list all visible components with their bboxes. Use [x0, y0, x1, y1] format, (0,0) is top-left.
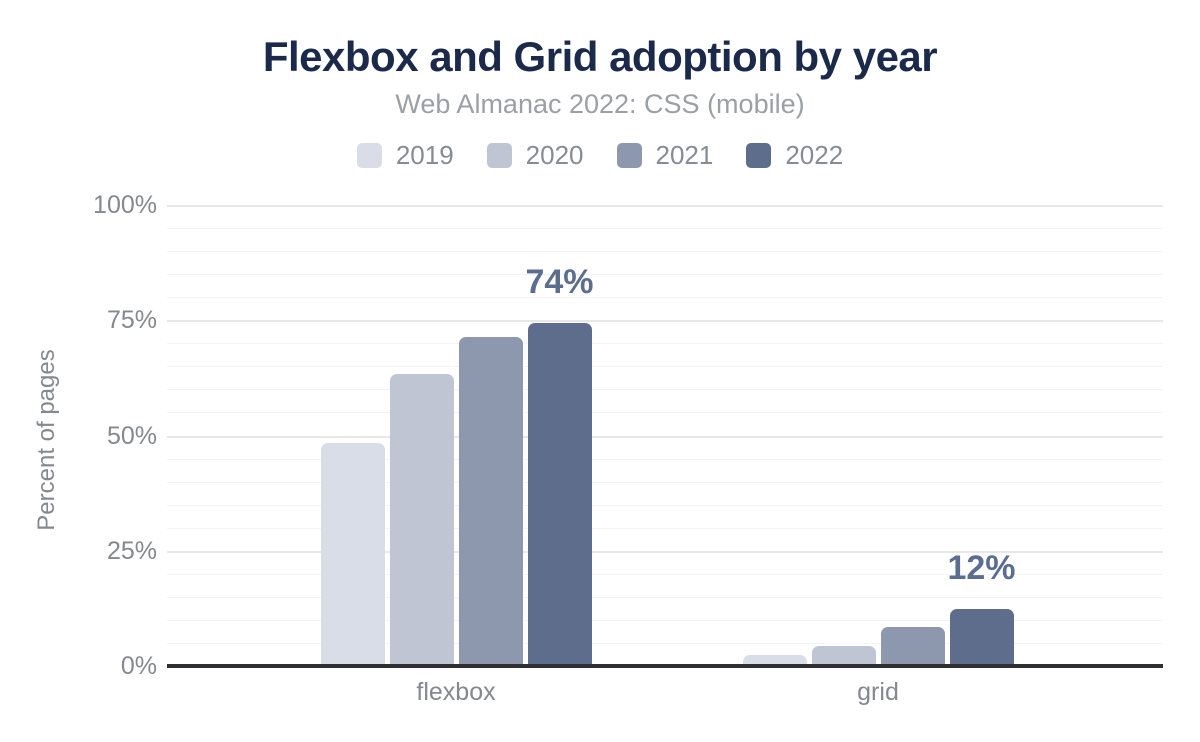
y-tick-50%: 50% — [106, 421, 157, 450]
y-tick-100%: 100% — [93, 191, 157, 219]
gridline-minor-70 — [167, 343, 1163, 345]
gridline-minor-30 — [167, 527, 1163, 529]
legend-label: 2022 — [785, 140, 844, 170]
plot-area: flexbox grid 74% 12% — [167, 205, 1163, 706]
bar-grid-2019[interactable] — [742, 654, 807, 664]
gridline-major-50 — [167, 435, 1163, 438]
gridline-minor-85 — [167, 274, 1163, 276]
gridline-major-75 — [167, 320, 1163, 323]
bar-flexbox-2021[interactable] — [458, 336, 523, 664]
data-label-flexbox-2022: 74% — [525, 262, 594, 301]
bar-flexbox-2022[interactable] — [527, 322, 592, 664]
legend-label: 2019 — [395, 140, 454, 170]
x-label-grid: grid — [857, 678, 899, 706]
legend-swatch-2022 — [746, 143, 772, 168]
gridline-minor-55 — [167, 412, 1163, 414]
x-axis-line — [167, 664, 1163, 668]
gridline-major-25 — [167, 550, 1163, 553]
gridline-minor-5 — [167, 642, 1163, 644]
legend-item-2021[interactable]: 2021 — [616, 140, 714, 171]
legend-item-2022[interactable]: 2022 — [746, 140, 843, 171]
bar-grid-2021[interactable] — [880, 627, 945, 664]
bar-flexbox-2019[interactable] — [320, 442, 385, 664]
legend-swatch-2020 — [486, 143, 512, 168]
bar-flexbox-2020[interactable] — [389, 373, 454, 664]
legend-label: 2020 — [525, 140, 584, 170]
x-label-flexbox: flexbox — [416, 678, 496, 706]
gridline-minor-40 — [167, 481, 1163, 483]
bar-grid-2022[interactable] — [949, 608, 1014, 664]
gridline-minor-20 — [167, 573, 1163, 575]
legend-item-2020[interactable]: 2020 — [486, 140, 584, 171]
gridline-major-100 — [167, 205, 1163, 207]
legend-swatch-2021 — [616, 143, 642, 168]
data-label-grid-2022: 12% — [947, 548, 1016, 587]
gridline-minor-10 — [167, 619, 1163, 621]
y-tick-0%: 0% — [120, 652, 157, 680]
gridline-minor-80 — [167, 297, 1163, 299]
chart-title: Flexbox and Grid adoption by year — [262, 33, 938, 80]
y-tick-75%: 75% — [106, 306, 157, 335]
gridline-minor-35 — [167, 504, 1163, 506]
legend-swatch-2019 — [356, 143, 382, 168]
chart-subtitle: Web Almanac 2022: CSS (mobile) — [395, 89, 805, 119]
gridline-minor-95 — [167, 228, 1163, 230]
gridline-minor-60 — [167, 389, 1163, 391]
legend-item-2019[interactable]: 2019 — [356, 140, 454, 171]
bar-group-flexbox — [320, 205, 592, 664]
y-tick-25%: 25% — [106, 536, 157, 565]
gridline-minor-65 — [167, 366, 1163, 368]
legend: 2019 2020 2021 2022 — [0, 140, 1200, 171]
gridline-minor-45 — [167, 458, 1163, 460]
gridline-minor-90 — [167, 251, 1163, 253]
legend-label: 2021 — [655, 140, 714, 170]
bar-group-grid — [742, 205, 1014, 664]
bar-grid-2020[interactable] — [811, 645, 876, 664]
gridline-minor-15 — [167, 596, 1163, 598]
